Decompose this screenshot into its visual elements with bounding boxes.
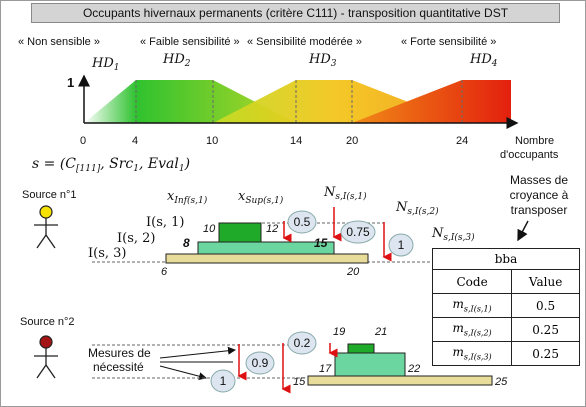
- s1-value-8: 8: [183, 236, 190, 250]
- axes: 1 0 4 10 14 20 24 Nombre d'occupants: [67, 74, 559, 161]
- bba-header: bba: [432, 248, 580, 270]
- svg-text:1: 1: [398, 238, 405, 252]
- s1-bubble-1: 1: [388, 233, 414, 257]
- category-moderee: « Sensibilité modérée »: [247, 36, 362, 48]
- svg-text:nécessité: nécessité: [93, 360, 144, 374]
- s2-bar-small: [347, 343, 375, 354]
- svg-text:Mesures de: Mesures de: [88, 346, 151, 360]
- s1-bar-i3: [165, 253, 369, 264]
- formula: s = (C[111], Src1, Eval1): [32, 156, 190, 174]
- diagram-title: Occupants hivernaux permanents (critère …: [31, 3, 560, 23]
- s1-value-12: 12: [266, 223, 278, 235]
- svg-text:0.75: 0.75: [346, 225, 370, 239]
- bba-col-code: Code: [431, 269, 513, 294]
- s1-value-15: 15: [314, 236, 328, 250]
- category-faible: « Faible sensibilité »: [140, 36, 240, 48]
- s1-bar-i2: [197, 241, 335, 255]
- n-s-i1-label: Ns,I(s,1): [323, 185, 367, 202]
- s2-bubble-02: 0.2: [287, 331, 317, 355]
- s2-value-17: 17: [319, 363, 332, 375]
- hd2-label: HD2: [162, 52, 191, 69]
- s1-value-10: 10: [203, 223, 216, 235]
- masses-label: Masses de croyance à transposer: [510, 173, 569, 242]
- tick-24: 24: [456, 135, 468, 147]
- source2-label: Source n°2: [20, 316, 75, 328]
- hd3-label: HD3: [308, 52, 337, 69]
- hd1-label: HD1: [91, 56, 120, 73]
- svg-text:0.5: 0.5: [294, 215, 311, 229]
- s1-value-6: 6: [161, 266, 168, 278]
- source1-person-icon: [34, 205, 58, 249]
- bba-value-cell: 0.5: [511, 293, 580, 318]
- hd4-shape: [352, 80, 511, 123]
- y-one-label: 1: [67, 75, 74, 90]
- n-s-i2-label: Ns,I(s,2): [395, 200, 439, 217]
- mesures-label: Mesures de nécessité: [88, 346, 236, 381]
- svg-text:Masses de: Masses de: [510, 173, 568, 187]
- s2-value-25: 25: [494, 376, 508, 388]
- table-row: ms,I(s,3) 0.25: [431, 341, 580, 366]
- bba-col-value: Value: [511, 269, 580, 294]
- s2-bubble-1: 1: [210, 369, 236, 393]
- s1-bubble-075: 0.75: [340, 220, 376, 244]
- tick-20: 20: [346, 135, 358, 147]
- bba-code-cell: ms,I(s,2): [431, 317, 513, 342]
- tick-10: 10: [206, 135, 218, 147]
- s2-bubble-09: 0.9: [245, 351, 275, 375]
- x-axis-label-line1: Nombre: [515, 135, 554, 147]
- table-row: ms,I(s,1) 0.5: [431, 293, 580, 318]
- bba-value-cell: 0.25: [511, 341, 580, 366]
- bba-table: bba Code Value ms,I(s,1) 0.5 ms,I(s,2) 0…: [431, 248, 580, 366]
- source1-label: Source n°1: [22, 189, 77, 201]
- s2-bar-mid: [334, 352, 406, 377]
- category-non-sensible: « Non sensible »: [18, 36, 100, 48]
- tick-0: 0: [80, 135, 86, 147]
- s1-bubble-05: 0.5: [287, 210, 317, 234]
- source2-person-icon: [34, 335, 58, 379]
- membership-functions: [84, 80, 511, 123]
- s2-value-22: 22: [407, 363, 420, 375]
- n-s-i3-label: Ns,I(s,3): [431, 226, 475, 243]
- bba-code-cell: ms,I(s,1): [431, 293, 513, 318]
- s1-bar-i1: [218, 222, 262, 243]
- svg-text:transposer: transposer: [511, 203, 568, 217]
- svg-text:1: 1: [220, 374, 227, 388]
- s2-bar-large: [307, 375, 493, 386]
- s2-value-15: 15: [293, 376, 306, 388]
- svg-text:0.9: 0.9: [252, 356, 269, 370]
- bba-value-cell: 0.25: [511, 317, 580, 342]
- x-axis-label-line2: d'occupants: [500, 149, 559, 161]
- xinf-label: xInf(s,1): [167, 189, 208, 206]
- tick-14: 14: [290, 135, 302, 147]
- s2-value-21: 21: [374, 326, 387, 338]
- xsup-label: xSup(s,1): [238, 189, 284, 206]
- svg-text:0.2: 0.2: [294, 336, 311, 350]
- hd4-label: HD4: [469, 52, 498, 69]
- tick-4: 4: [132, 135, 138, 147]
- table-row: ms,I(s,2) 0.25: [431, 317, 580, 342]
- s1-value-20: 20: [346, 266, 360, 278]
- bba-code-cell: ms,I(s,3): [431, 341, 513, 366]
- hd1-shape: [84, 80, 136, 123]
- i-s-3-label: I(s, 3): [88, 246, 127, 261]
- hd-labels: HD1 HD2 HD3 HD4: [91, 52, 498, 73]
- i-s-1-label: I(s, 1): [146, 215, 185, 230]
- i-s-2-label: I(s, 2): [117, 231, 156, 246]
- category-forte: « Forte sensibilité »: [401, 36, 496, 48]
- s2-value-19: 19: [333, 326, 345, 338]
- svg-text:croyance à: croyance à: [510, 188, 569, 202]
